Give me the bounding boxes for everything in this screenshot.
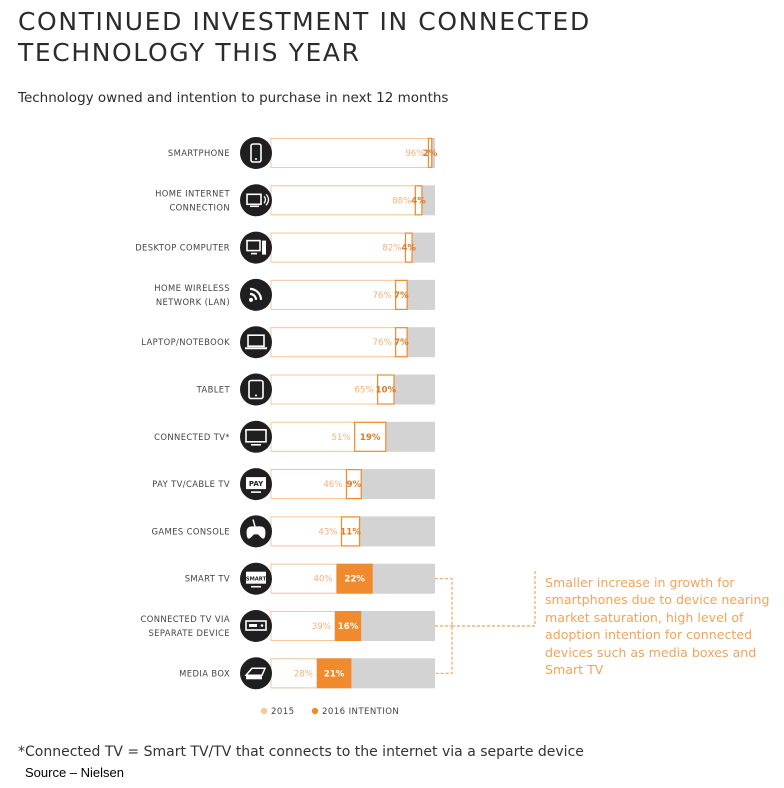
data-label-2015: 39%: [312, 622, 331, 632]
category-label: SMARTPHONE: [168, 148, 230, 158]
tablet-icon: [240, 373, 272, 406]
media-box-icon: [240, 657, 272, 690]
data-label-2015: 96%: [405, 149, 424, 159]
bar-2015: [270, 469, 347, 500]
legend-label-2015: 2015: [271, 707, 294, 717]
data-label-2015: 76%: [373, 338, 392, 348]
data-label-2016: 4%: [411, 196, 426, 206]
data-label-2016: 7%: [394, 291, 409, 301]
data-label-2016: 19%: [360, 433, 381, 443]
set-top-box-icon: [240, 610, 272, 642]
bar-2016-intention: [336, 563, 373, 594]
data-label-2015: 40%: [313, 575, 332, 585]
category-label: LAPTOP/NOTEBOOK: [141, 337, 230, 347]
source-note: Source – Nielsen: [25, 765, 124, 780]
bar-2016-intention: [316, 658, 352, 689]
bar-2016-intention: [395, 279, 408, 310]
callout-connector: [435, 570, 536, 627]
smart-tv-icon-label: SMART: [246, 577, 267, 583]
data-label-2015: 65%: [354, 386, 373, 396]
bar-2016-intention: [340, 516, 361, 547]
category-label: CONNECTION: [169, 202, 230, 212]
laptop-icon: [240, 326, 272, 359]
data-label-2016: 22%: [344, 575, 365, 585]
gamepad-icon: [240, 515, 272, 548]
bar-2015: [270, 327, 397, 358]
category-label: TABLET: [196, 385, 231, 395]
bar-2015: [270, 279, 397, 310]
category-label: HOME WIRELESS: [154, 283, 230, 293]
data-label-2016: 4%: [401, 244, 416, 254]
legend-label-2016: 2016 INTENTION: [322, 707, 399, 717]
data-label-2016: 10%: [376, 386, 397, 396]
data-label-2015: 51%: [332, 433, 351, 443]
data-label-2016: 21%: [324, 669, 345, 679]
bar-2016-intention: [354, 421, 387, 452]
bar-2016-intention: [414, 185, 423, 216]
bar-2016-intention: [345, 469, 362, 500]
data-label-2015: 43%: [318, 527, 337, 537]
wifi-icon: [240, 278, 272, 311]
desktop-icon: [240, 231, 272, 264]
smartphone-icon: [240, 137, 272, 169]
bar-2016-intention: [395, 327, 408, 358]
data-label-2015: 28%: [294, 669, 313, 679]
category-label: DESKTOP COMPUTER: [135, 243, 230, 253]
category-label: CONNECTED TV*: [154, 432, 230, 442]
data-label-2015: 88%: [392, 196, 411, 206]
data-label-2016: 9%: [347, 480, 362, 490]
category-label: MEDIA BOX: [179, 668, 230, 678]
bar-2016-intention: [377, 374, 395, 405]
paytv-icon: PAY: [240, 468, 272, 501]
callout-annotation: Smaller increase in growth for smartphon…: [545, 575, 770, 678]
bar-2016-intention: [427, 137, 433, 169]
category-label: PAY TV/CABLE TV: [152, 479, 230, 489]
tv-icon: [240, 420, 272, 453]
category-label: SEPARATE DEVICE: [148, 628, 230, 638]
data-label-2016: 16%: [338, 622, 359, 632]
legend-swatch-2016: [311, 707, 319, 715]
data-label-2016: 11%: [340, 527, 361, 537]
data-label-2015: 76%: [373, 291, 392, 301]
category-label: NETWORK (LAN): [156, 297, 230, 307]
category-label: CONNECTED TV VIA: [141, 614, 230, 624]
data-label-2015: 46%: [323, 480, 342, 490]
chart-title: CONTINUED INVESTMENT IN CONNECTED TECHNO…: [18, 7, 591, 67]
chart-subtitle: Technology owned and intention to purcha…: [18, 90, 449, 106]
data-label-2016: 2%: [423, 149, 438, 159]
smart-tv-icon: SMART: [240, 562, 272, 595]
legend-swatch-2015: [260, 707, 268, 715]
category-label: HOME INTERNET: [155, 188, 230, 198]
category-label: SMART TV: [185, 574, 230, 584]
bar-2016-intention: [404, 232, 413, 263]
callout-bracket: [435, 578, 453, 674]
data-label-2016: 7%: [394, 338, 409, 348]
paytv-icon-label: PAY: [249, 480, 264, 488]
bar-2016-intention: [334, 611, 362, 641]
bar-2015: [270, 421, 356, 452]
category-label: GAMES CONSOLE: [152, 526, 231, 536]
data-label-2015: 82%: [382, 244, 401, 254]
router-icon: [240, 184, 272, 217]
footnote: *Connected TV = Smart TV/TV that connect…: [18, 744, 584, 760]
